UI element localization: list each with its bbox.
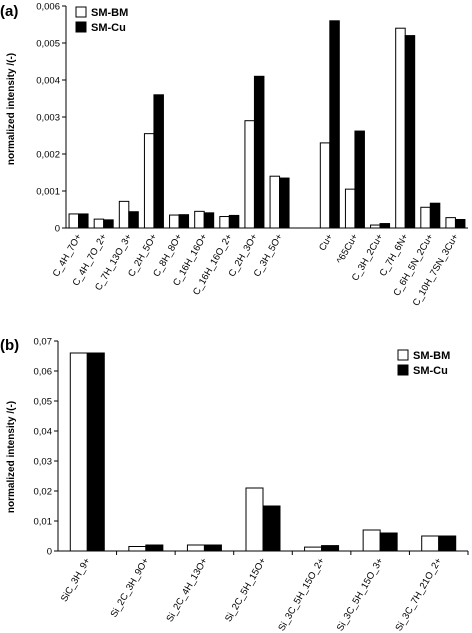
panel-a-y-tick-label: 0,004 — [36, 76, 60, 87]
panel-a-legend-label-sm-bm: SM-BM — [91, 7, 128, 19]
panel-a-bar-sm-cu — [404, 35, 416, 229]
panel-a-bar-sm-bm — [319, 142, 331, 229]
panel-b-bar-sm-bm — [69, 352, 88, 552]
panel-b-legend-label-sm-cu: SM-Cu — [413, 365, 448, 377]
panel-b-category-label: Si_3C_5H_15O_3+ — [335, 556, 386, 633]
panel-b-bar-sm-cu — [203, 544, 222, 552]
panel-a-y-tick-label: 0,006 — [36, 2, 60, 13]
panel-b-y-axis-title: normalized intensity /(-) — [6, 401, 17, 513]
panel-b-legend-label-sm-bm: SM-BM — [413, 350, 450, 362]
panel-a-bar-sm-cu — [128, 211, 139, 229]
panel-b-bar-sm-bm — [186, 544, 205, 552]
panel-b-label: (b) — [0, 337, 19, 354]
panel-b-y-tick-label: 0,06 — [34, 367, 53, 378]
panel-b-y-tick-label: 0 — [47, 547, 52, 558]
panel-a-bar-sm-bm — [244, 120, 255, 229]
panel-a-y-axis-title: normalized intensity /(-) — [6, 53, 17, 165]
panel-a-bar-sm-cu — [78, 213, 89, 229]
panel-b-y-tick-label: 0,02 — [34, 487, 53, 498]
panel-b-bar-sm-cu — [262, 505, 281, 552]
panel-b-legend-swatch-sm-bm — [397, 349, 409, 361]
panel-a-bar-sm-cu — [153, 94, 164, 229]
panel-a-chart: (a) normalized intensity /(-) 0 0,001 0,00… — [0, 2, 468, 309]
panel-a-y-tick-label: 0,001 — [36, 187, 60, 198]
panel-b-bar-sm-cu — [145, 544, 164, 552]
panel-a-bar-sm-cu — [454, 218, 466, 229]
panel-a-y-tick-label: 0,003 — [36, 113, 60, 124]
panel-a-bar-sm-cu — [329, 20, 340, 229]
panel-b-bar-sm-bm — [362, 529, 381, 552]
panel-a-y-tick-label: 0 — [55, 224, 60, 235]
panel-b-bar-sm-bm — [421, 535, 440, 552]
panel-b-category-label: Si_3C_5H_15O_2+ — [276, 556, 327, 633]
panel-a-legend-swatch-sm-bm — [75, 6, 87, 18]
panel-b-category-label: Si_2C_3H_9O+ — [109, 556, 152, 620]
panel-a-bar-sm-bm — [344, 188, 356, 229]
panel-a-y-tick-label: 0,002 — [36, 150, 60, 161]
panel-a-y-tick-label: 0,005 — [36, 39, 60, 50]
panel-a-category-label: Cu+ — [317, 232, 336, 253]
panel-a-bar-sm-bm — [143, 133, 155, 229]
panel-a-bar-sm-bm — [219, 216, 230, 229]
panel-b-y-tick-label: 0,07 — [34, 337, 53, 348]
panel-b-bar-sm-cu — [321, 545, 340, 552]
panel-a-bar-sm-cu — [429, 202, 441, 229]
panel-b-bar-sm-cu — [438, 535, 457, 552]
panel-a-legend-swatch-sm-cu — [75, 21, 87, 33]
panel-b-legend-swatch-sm-cu — [397, 364, 409, 376]
panel-b-y-tick-label: 0,04 — [34, 427, 53, 438]
panel-a-bar-sm-bm — [194, 210, 205, 229]
panel-a-bar-sm-cu — [279, 177, 290, 229]
panel-b-y-axis-title-group: normalized intensity /(-) — [6, 401, 17, 513]
panel-a-category-label: ^65Cu+ — [335, 232, 361, 266]
panel-a-bar-sm-cu — [203, 212, 215, 229]
panel-a-bar-sm-bm — [269, 175, 281, 229]
panel-b-bar-sm-cu — [86, 352, 105, 552]
panel-b-y-tick-label: 0,01 — [34, 517, 53, 528]
panel-a-bar-sm-bm — [68, 213, 80, 229]
panel-a-y-axis-title-group: normalized intensity /(-) — [6, 53, 17, 165]
panel-a-bar-sm-bm — [370, 224, 381, 229]
panel-a-bar-sm-cu — [354, 130, 365, 229]
panel-a-label: (a) — [0, 3, 18, 20]
panel-b-bar-sm-cu — [379, 532, 398, 552]
panel-a-bar-sm-cu — [103, 219, 114, 229]
panel-a-bar-sm-cu — [253, 75, 265, 229]
panel-b-y-tick-label: 0,03 — [34, 457, 53, 468]
panel-a-bar-sm-bm — [93, 218, 105, 229]
panel-b-bar-sm-bm — [245, 487, 264, 552]
panel-b-category-label: Si_2C_5H_15O+ — [223, 556, 269, 624]
panel-a-bar-sm-cu — [228, 214, 240, 229]
panel-a-category-label: C_10H_7SN_3Cu+ — [411, 232, 462, 309]
panel-a-bar-sm-bm — [420, 206, 431, 229]
panel-b-bar-sm-bm — [128, 546, 147, 552]
panel-b-category-label: SiC_3H_9+ — [59, 556, 93, 604]
panel-b-category-label: Si_2C_4H_13O+ — [164, 556, 210, 624]
panel-b-y-tick-label: 0,05 — [34, 397, 53, 408]
panel-a-bar-sm-cu — [178, 214, 190, 229]
panel-a-bar-sm-bm — [395, 27, 406, 229]
panel-b-bar-sm-bm — [304, 546, 323, 552]
panel-b-chart: (b) normalized intensity /(-) 0 0,01 0,02 0… — [0, 337, 469, 633]
panel-a-legend-label-sm-cu: SM-Cu — [91, 22, 126, 34]
panel-a-bar-sm-bm — [169, 214, 180, 229]
panel-b-category-label: Si_3C_7H_21O_2+ — [393, 556, 444, 633]
panel-a-bar-sm-bm — [118, 200, 130, 229]
panel-a-bar-sm-bm — [445, 217, 456, 229]
panel-a-bar-sm-cu — [379, 223, 391, 229]
